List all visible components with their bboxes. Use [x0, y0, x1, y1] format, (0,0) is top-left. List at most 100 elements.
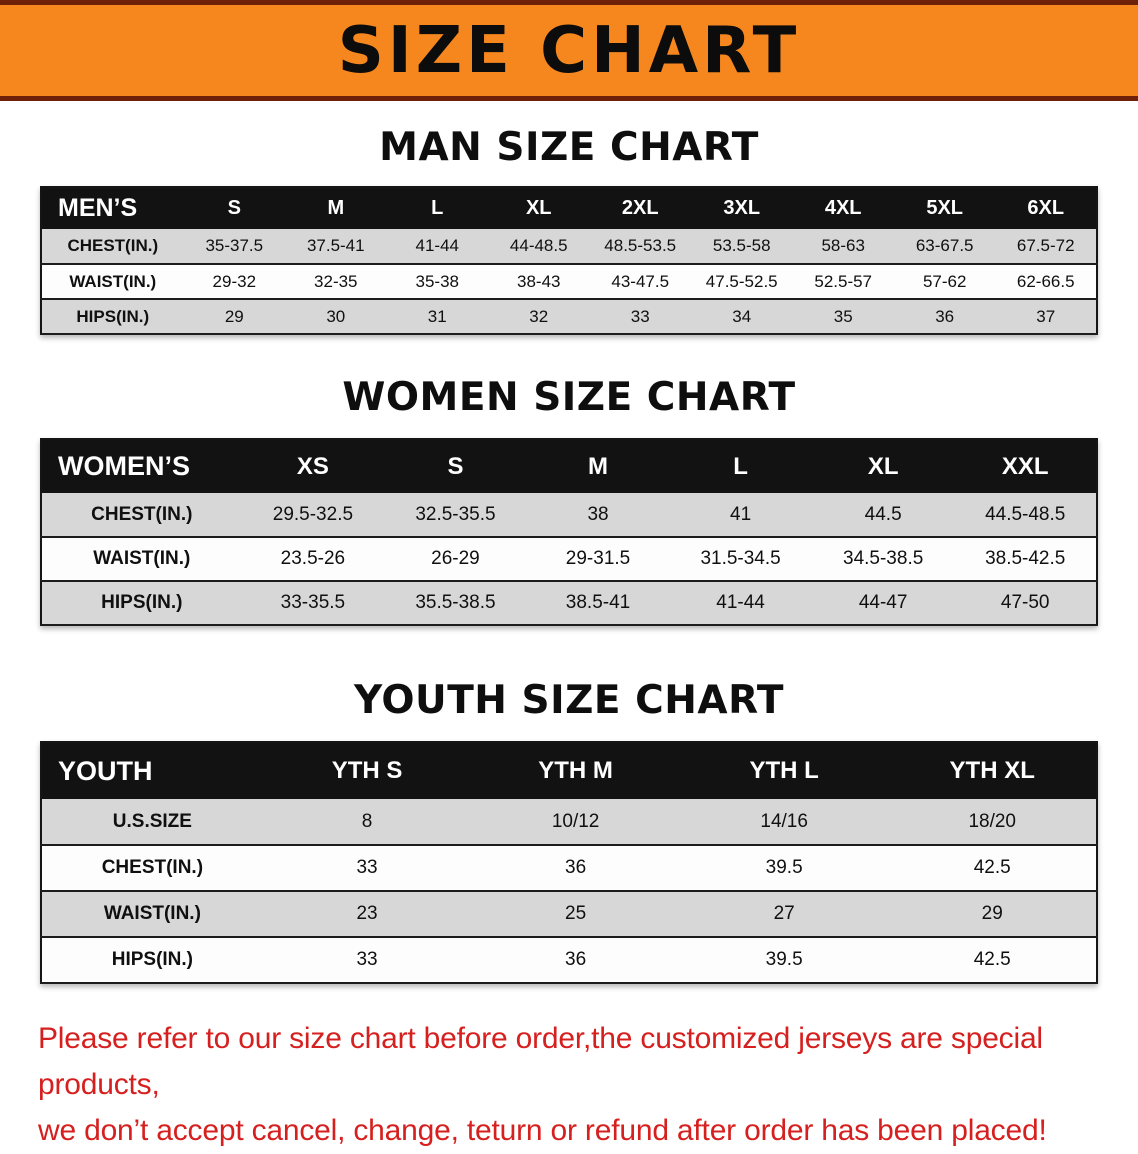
row-label-cell: HIPS(IN.) [41, 581, 242, 626]
size-value-cell: 23.5-26 [241, 537, 385, 582]
row-label-cell: U.S.SIZE [41, 799, 263, 846]
size-column-header: YTH S [262, 742, 472, 799]
size-value-cell: 36 [471, 937, 680, 984]
table-row: WAIST(IN.) 29-32 32-35 35-38 38-43 43-47.5 47.… [41, 264, 1097, 300]
order-disclaimer: Please refer to our size chart before or… [38, 1016, 1138, 1154]
size-value-cell: 35.5-38.5 [384, 581, 527, 626]
size-value-cell: 44.5-48.5 [954, 493, 1097, 538]
size-value-cell: 33 [262, 937, 472, 984]
row-label-cell: HIPS(IN.) [41, 937, 263, 984]
disclaimer-line-2: we don’t accept cancel, change, teturn o… [38, 1114, 1047, 1147]
size-value-cell: 37 [995, 299, 1097, 335]
size-column-header: 2XL [589, 187, 691, 229]
table-row: WAIST(IN.) 23.5-26 26-29 29-31.5 31.5-34.5 34… [41, 537, 1097, 582]
size-chart-banner: SIZE CHART [0, 0, 1138, 101]
size-column-header: 6XL [995, 187, 1097, 229]
men-section-heading: MAN SIZE CHART [379, 125, 759, 170]
size-value-cell: 14/16 [679, 799, 889, 846]
row-label-cell: CHEST(IN.) [41, 845, 263, 892]
women-size-table: WOMEN’S XS S M L XL XXL CHEST(IN.) 29.5-32.5 32.5… [40, 438, 1098, 626]
size-value-cell: 31.5-34.5 [669, 537, 812, 582]
size-value-cell: 38.5-41 [526, 581, 670, 626]
page-title: SIZE CHART [337, 13, 801, 88]
size-column-header: XL [488, 187, 590, 229]
size-value-cell: 18/20 [888, 799, 1097, 846]
size-column-header: XS [241, 439, 385, 493]
size-value-cell: 27 [679, 891, 889, 938]
size-column-header: XL [811, 439, 955, 493]
size-value-cell: 48.5-53.5 [589, 229, 691, 265]
size-value-cell: 29-32 [183, 264, 286, 300]
size-value-cell: 41-44 [669, 581, 812, 626]
header-row: YOUTH YTH S YTH M YTH L YTH XL [41, 742, 1097, 799]
size-value-cell: 42.5 [888, 845, 1097, 892]
men-size-table: MEN’S S M L XL 2XL 3XL 4XL 5XL 6XL CHEST(IN.) 35-37… [40, 186, 1098, 335]
size-value-cell: 53.5-58 [690, 229, 793, 265]
row-label-cell: CHEST(IN.) [41, 229, 184, 265]
youth-size-table: YOUTH YTH S YTH M YTH L YTH XL U.S.SIZE 8 10/12… [40, 741, 1098, 984]
size-column-header: S [183, 187, 286, 229]
size-value-cell: 34 [690, 299, 793, 335]
size-value-cell: 44-47 [811, 581, 955, 626]
youth-size-section: YOUTH SIZE CHART YOUTH YTH S YTH M YTH L YTH… [0, 678, 1138, 984]
size-value-cell: 38-43 [488, 264, 590, 300]
size-column-header: L [386, 187, 488, 229]
size-column-header: L [669, 439, 812, 493]
size-value-cell: 57-62 [893, 264, 996, 300]
table-row: HIPS(IN.) 29 30 31 32 33 34 35 36 37 [41, 299, 1097, 335]
size-column-header: 3XL [690, 187, 793, 229]
size-value-cell: 42.5 [888, 937, 1097, 984]
size-value-cell: 25 [471, 891, 680, 938]
table-title-cell: YOUTH [41, 742, 263, 799]
size-column-header: M [526, 439, 670, 493]
header-row: WOMEN’S XS S M L XL XXL [41, 439, 1097, 493]
size-value-cell: 29 [183, 299, 286, 335]
disclaimer-line-1: Please refer to our size chart before or… [38, 1022, 1043, 1101]
size-value-cell: 36 [471, 845, 680, 892]
size-value-cell: 32.5-35.5 [384, 493, 527, 538]
size-column-header: S [384, 439, 527, 493]
size-value-cell: 8 [262, 799, 472, 846]
size-column-header: 4XL [792, 187, 894, 229]
table-title-cell: MEN’S [41, 187, 184, 229]
size-value-cell: 34.5-38.5 [811, 537, 955, 582]
size-value-cell: 30 [285, 299, 387, 335]
size-value-cell: 43-47.5 [589, 264, 691, 300]
size-value-cell: 39.5 [679, 937, 889, 984]
row-label-cell: WAIST(IN.) [41, 537, 242, 582]
size-value-cell: 58-63 [792, 229, 894, 265]
size-value-cell: 63-67.5 [893, 229, 996, 265]
header-row: MEN’S S M L XL 2XL 3XL 4XL 5XL 6XL [41, 187, 1097, 229]
size-value-cell: 32 [488, 299, 590, 335]
table-row: CHEST(IN.) 33 36 39.5 42.5 [41, 845, 1097, 892]
size-value-cell: 35-37.5 [183, 229, 286, 265]
men-size-section: MAN SIZE CHART MEN’S S M L XL 2XL 3XL 4XL 5XL 6XL… [0, 125, 1138, 335]
size-value-cell: 32-35 [285, 264, 387, 300]
row-label-cell: WAIST(IN.) [41, 264, 184, 300]
women-section-heading: WOMEN SIZE CHART [342, 375, 796, 420]
table-row: HIPS(IN.) 33-35.5 35.5-38.5 38.5-41 41-44 44-… [41, 581, 1097, 626]
size-value-cell: 33-35.5 [241, 581, 385, 626]
table-row: CHEST(IN.) 29.5-32.5 32.5-35.5 38 41 44.5 44.5… [41, 493, 1097, 538]
size-charts-content: MAN SIZE CHART MEN’S S M L XL 2XL 3XL 4XL 5XL 6XL… [0, 125, 1138, 1154]
table-title-cell: WOMEN’S [41, 439, 242, 493]
size-column-header: YTH L [679, 742, 889, 799]
size-value-cell: 39.5 [679, 845, 889, 892]
size-value-cell: 41 [669, 493, 812, 538]
size-value-cell: 10/12 [471, 799, 680, 846]
size-value-cell: 38.5-42.5 [954, 537, 1097, 582]
size-value-cell: 47-50 [954, 581, 1097, 626]
size-value-cell: 38 [526, 493, 670, 538]
size-value-cell: 67.5-72 [995, 229, 1097, 265]
size-value-cell: 44-48.5 [488, 229, 590, 265]
size-column-header: M [285, 187, 387, 229]
table-row: HIPS(IN.) 33 36 39.5 42.5 [41, 937, 1097, 984]
table-row: WAIST(IN.) 23 25 27 29 [41, 891, 1097, 938]
size-value-cell: 31 [386, 299, 488, 335]
size-column-header: 5XL [893, 187, 996, 229]
size-value-cell: 37.5-41 [285, 229, 387, 265]
size-value-cell: 23 [262, 891, 472, 938]
table-row: U.S.SIZE 8 10/12 14/16 18/20 [41, 799, 1097, 846]
size-value-cell: 41-44 [386, 229, 488, 265]
size-column-header: YTH XL [888, 742, 1097, 799]
